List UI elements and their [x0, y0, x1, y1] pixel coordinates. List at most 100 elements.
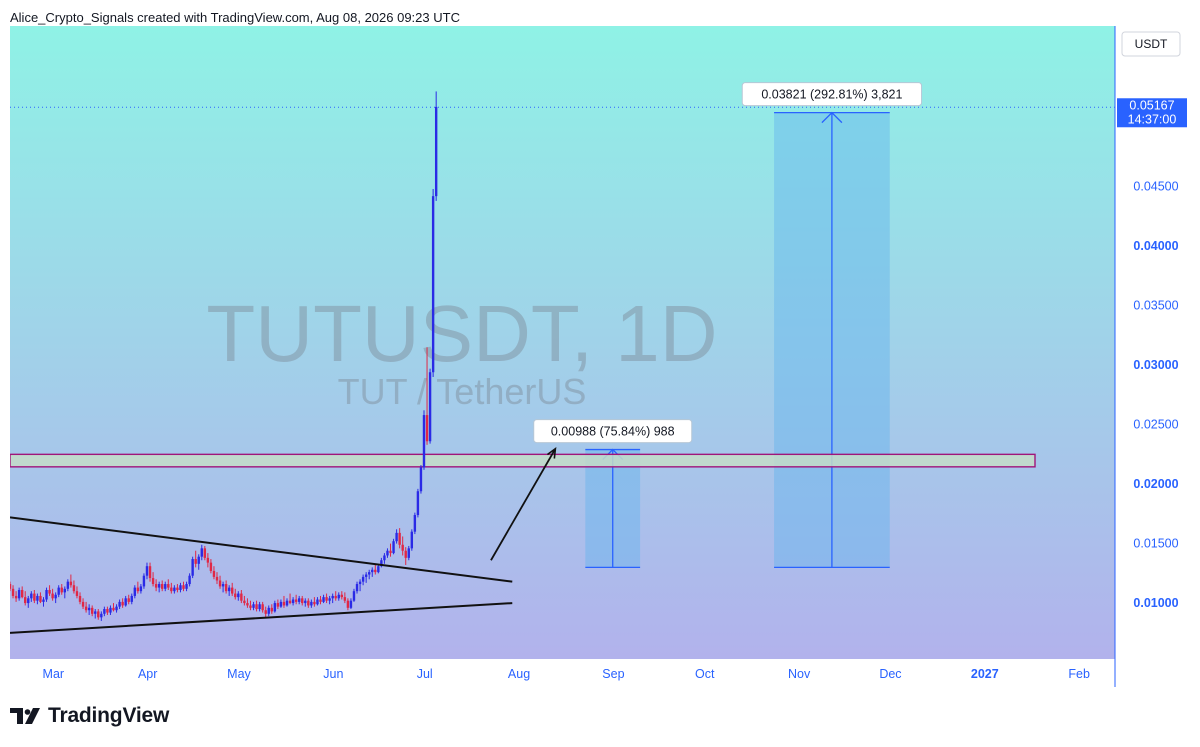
candle: [419, 465, 423, 494]
candle-body: [419, 467, 423, 492]
candle: [63, 586, 66, 599]
candle-body: [346, 600, 350, 608]
candle: [392, 538, 395, 555]
candle: [282, 595, 286, 608]
candle-body: [87, 607, 91, 611]
candle-body: [176, 587, 179, 590]
candle: [97, 609, 100, 620]
candle-body: [349, 600, 353, 608]
candlestick-chart[interactable]: TUTUSDT, 1D TUT / TetherUS 0.00988 (75.8…: [8, 26, 1190, 687]
candle: [240, 589, 243, 604]
candle: [182, 581, 185, 592]
candle-body: [307, 600, 310, 606]
candle: [255, 600, 258, 612]
time-tick-label: Feb: [1068, 667, 1090, 681]
candle: [261, 601, 264, 613]
candle: [197, 554, 200, 570]
chart-area[interactable]: TUTUSDT, 1D TUT / TetherUS 0.00988 (75.8…: [8, 26, 1190, 687]
candle-body: [215, 576, 219, 581]
candle-body: [243, 600, 246, 604]
candle: [319, 595, 322, 605]
candle: [237, 591, 240, 601]
candle: [431, 189, 435, 378]
price-tick-label: 0.02500: [1133, 418, 1178, 432]
candle: [389, 543, 392, 557]
candle-body: [100, 613, 103, 618]
candle-body: [374, 569, 377, 573]
candle: [401, 536, 404, 556]
price-tick-label: 0.01500: [1133, 537, 1178, 551]
candle: [249, 600, 252, 611]
price-tick-label: 0.04000: [1133, 239, 1178, 253]
candle-body: [11, 588, 15, 596]
measure-label-box: [533, 419, 693, 444]
candle: [234, 588, 237, 600]
candle-body: [221, 584, 225, 587]
candle: [374, 565, 377, 575]
candle: [14, 591, 18, 602]
currency-button[interactable]: [1121, 31, 1181, 57]
price-tick-label: 0.03500: [1133, 299, 1178, 313]
candle: [301, 595, 304, 606]
candle-body: [33, 593, 36, 601]
candle-body: [380, 560, 383, 567]
candle: [8, 581, 12, 592]
candle-body: [371, 569, 374, 573]
candle: [364, 572, 368, 583]
candle: [349, 598, 353, 610]
candle-body: [42, 599, 45, 602]
candle: [60, 584, 63, 595]
candle-body: [48, 589, 51, 594]
candle: [398, 528, 401, 549]
candle-body: [121, 601, 124, 606]
candle: [69, 574, 73, 588]
candle-body: [17, 589, 21, 599]
candle: [112, 603, 115, 612]
candle: [200, 544, 203, 561]
current-price-value: 0.05167: [1129, 98, 1174, 112]
candle: [54, 592, 57, 604]
candle: [291, 597, 295, 606]
candle: [343, 592, 347, 604]
candle-body: [322, 597, 325, 602]
candle: [139, 584, 143, 594]
price-tick-label: 0.04500: [1133, 180, 1178, 194]
triangle-lower-line: [9, 602, 513, 634]
candle: [179, 582, 182, 593]
candle: [194, 550, 197, 568]
candle-body: [78, 595, 82, 602]
candle: [428, 368, 432, 444]
candle: [78, 592, 82, 605]
candle: [325, 593, 328, 604]
measure-label-2: 0.03821 (292.81%) 3,821: [741, 82, 923, 107]
candle: [127, 594, 130, 605]
candle-body: [167, 584, 170, 588]
tradingview-logo[interactable]: TradingView: [10, 704, 169, 728]
candle: [383, 553, 386, 564]
candle: [81, 598, 85, 610]
candle: [371, 567, 374, 577]
candle-body: [325, 597, 328, 601]
candle: [285, 598, 289, 607]
candle-body: [97, 611, 100, 618]
candle-body: [148, 566, 152, 579]
candle: [355, 581, 359, 594]
candle-body: [66, 581, 70, 589]
candle: [130, 593, 133, 605]
candle: [133, 585, 137, 599]
candle-body: [395, 532, 398, 542]
candle-body: [179, 585, 182, 590]
candle: [136, 581, 140, 594]
candle-body: [352, 591, 356, 601]
candle: [24, 591, 27, 606]
candle-body: [297, 598, 301, 602]
candle: [395, 529, 398, 544]
candle: [109, 605, 112, 615]
candle: [42, 597, 45, 607]
candle-body: [285, 600, 289, 606]
candle-body: [425, 415, 429, 442]
candle-body: [133, 587, 137, 596]
candle: [106, 606, 109, 615]
candle: [422, 410, 426, 470]
candle-body: [209, 562, 213, 571]
